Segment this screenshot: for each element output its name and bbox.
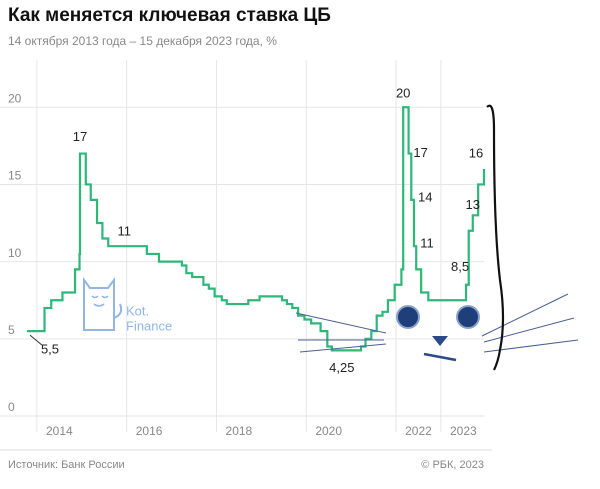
x-tick-label: 2023 xyxy=(450,424,477,438)
y-tick-label: 0 xyxy=(8,400,15,414)
value-label: 5,5 xyxy=(41,342,59,357)
chart-title: Как меняется ключевая ставка ЦБ xyxy=(8,5,331,26)
logo: Kot. Finance xyxy=(83,277,172,333)
value-label: 14 xyxy=(418,189,432,204)
value-label: 16 xyxy=(469,145,483,160)
value-label: 13 xyxy=(466,197,480,212)
value-label: 8,5 xyxy=(451,259,469,274)
x-tick-label: 2014 xyxy=(46,424,73,438)
y-tick-label: 15 xyxy=(8,169,22,183)
y-tick-label: 20 xyxy=(8,91,22,105)
x-tick-label: 2018 xyxy=(226,424,253,438)
value-label: 11 xyxy=(420,236,434,251)
chart-subtitle: 14 октября 2013 года – 15 декабря 2023 г… xyxy=(8,34,277,48)
cat-doodle xyxy=(295,104,579,371)
logo-text: Kot. xyxy=(126,303,149,318)
value-label: 11 xyxy=(118,224,132,239)
x-tick-label: 2020 xyxy=(315,424,342,438)
value-label: 20 xyxy=(396,86,410,101)
logo-text: Finance xyxy=(126,318,172,333)
value-label: 17 xyxy=(73,129,87,144)
source: Источник: Банк России xyxy=(8,459,125,471)
x-tick-label: 2016 xyxy=(136,424,163,438)
credit: © РБК, 2023 xyxy=(421,459,484,471)
y-tick-label: 10 xyxy=(8,246,22,260)
value-label: 4,25 xyxy=(329,360,354,375)
x-tick-label: 2022 xyxy=(405,424,432,438)
y-tick-label: 5 xyxy=(8,323,15,337)
value-label: 17 xyxy=(413,145,427,160)
rate-line xyxy=(27,106,486,352)
leader-line xyxy=(29,334,43,346)
